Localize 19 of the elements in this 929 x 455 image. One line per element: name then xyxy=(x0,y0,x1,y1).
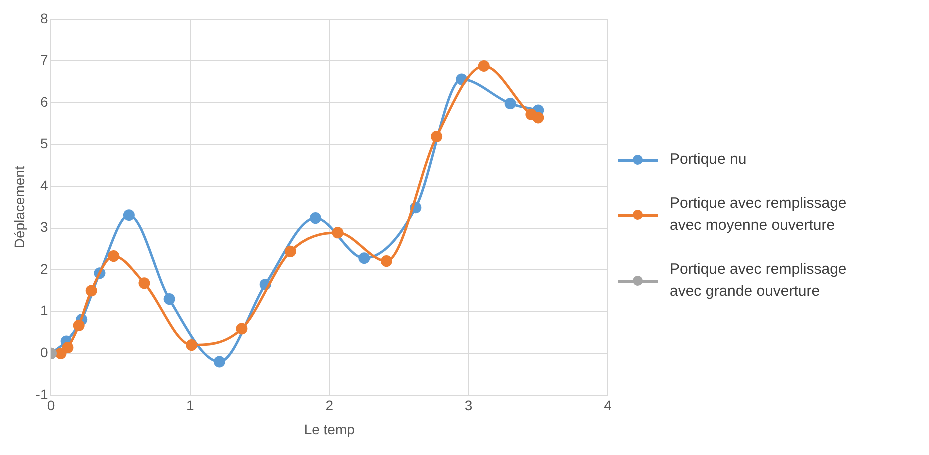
x-axis-title: Le temp xyxy=(304,421,356,438)
y-tick-label: 0 xyxy=(40,344,48,360)
x-tick-label: 2 xyxy=(326,398,334,414)
y-tick-label: 5 xyxy=(40,136,48,152)
y-tick-label: 2 xyxy=(40,260,48,277)
legend-label: Portique nu xyxy=(670,150,747,170)
y-axis-title: Déplacement xyxy=(11,166,28,249)
y-tick-label: 3 xyxy=(40,219,48,236)
y-tick-label: -1 xyxy=(36,386,48,402)
legend-label: Portique avec remplissage avec moyenne ouverture xyxy=(670,194,848,236)
y-tick-label: 1 xyxy=(40,302,48,319)
y-tick-label: 4 xyxy=(40,177,48,194)
x-tick-label: 4 xyxy=(604,398,612,414)
y-tick-label: 7 xyxy=(40,52,48,68)
x-tick-label: 1 xyxy=(186,398,195,414)
x-tick-label: 3 xyxy=(464,398,473,414)
legend-label: Portique avec remplissage avec grande ouverture xyxy=(670,260,848,302)
y-tick-label: 6 xyxy=(40,94,48,110)
y-tick-label: 8 xyxy=(40,10,48,26)
